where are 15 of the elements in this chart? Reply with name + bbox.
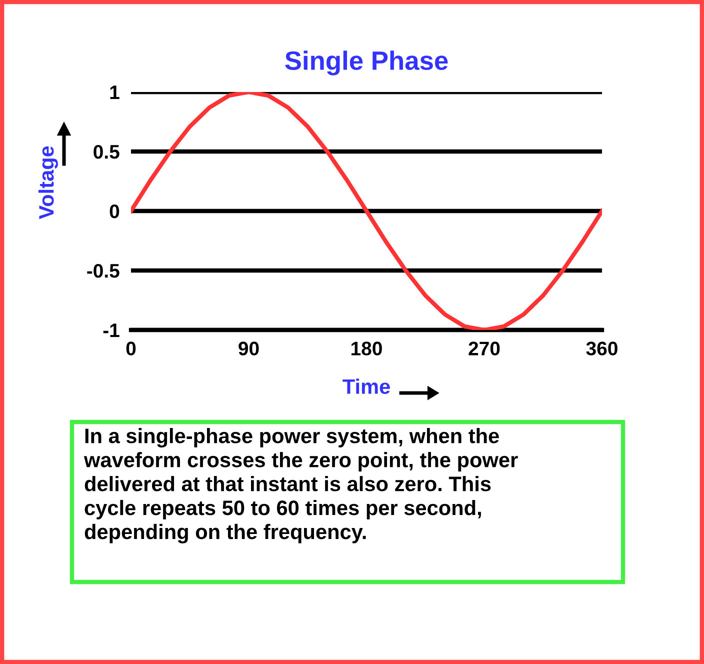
x-axis-title: Time [342, 378, 390, 394]
x-tick-label: 0 [126, 342, 136, 356]
x-tick-label: 180 [352, 342, 382, 356]
text: In a single-phase power system, when the waveform crosses the zero point, the power delivered at that instant is also zero. This cycle repeats 50 to 60 times per second, depending on the frequency. [84, 428, 518, 544]
y-tick-label: 0 [110, 204, 120, 218]
x-tick-label: 360 [586, 342, 618, 356]
chart-title: Single Phase [285, 50, 448, 76]
line-series [131, 92, 602, 330]
y-tick-label: 0.5 [94, 144, 120, 159]
x-tick-label: 270 [468, 342, 500, 356]
y-tick-label: -0.5 [87, 264, 120, 278]
x-tick-label: 90 [238, 342, 259, 356]
y-tick-label: -1 [103, 324, 120, 338]
y-axis-title: Voltage [38, 146, 58, 220]
y-tick-label: 1 [110, 86, 120, 100]
